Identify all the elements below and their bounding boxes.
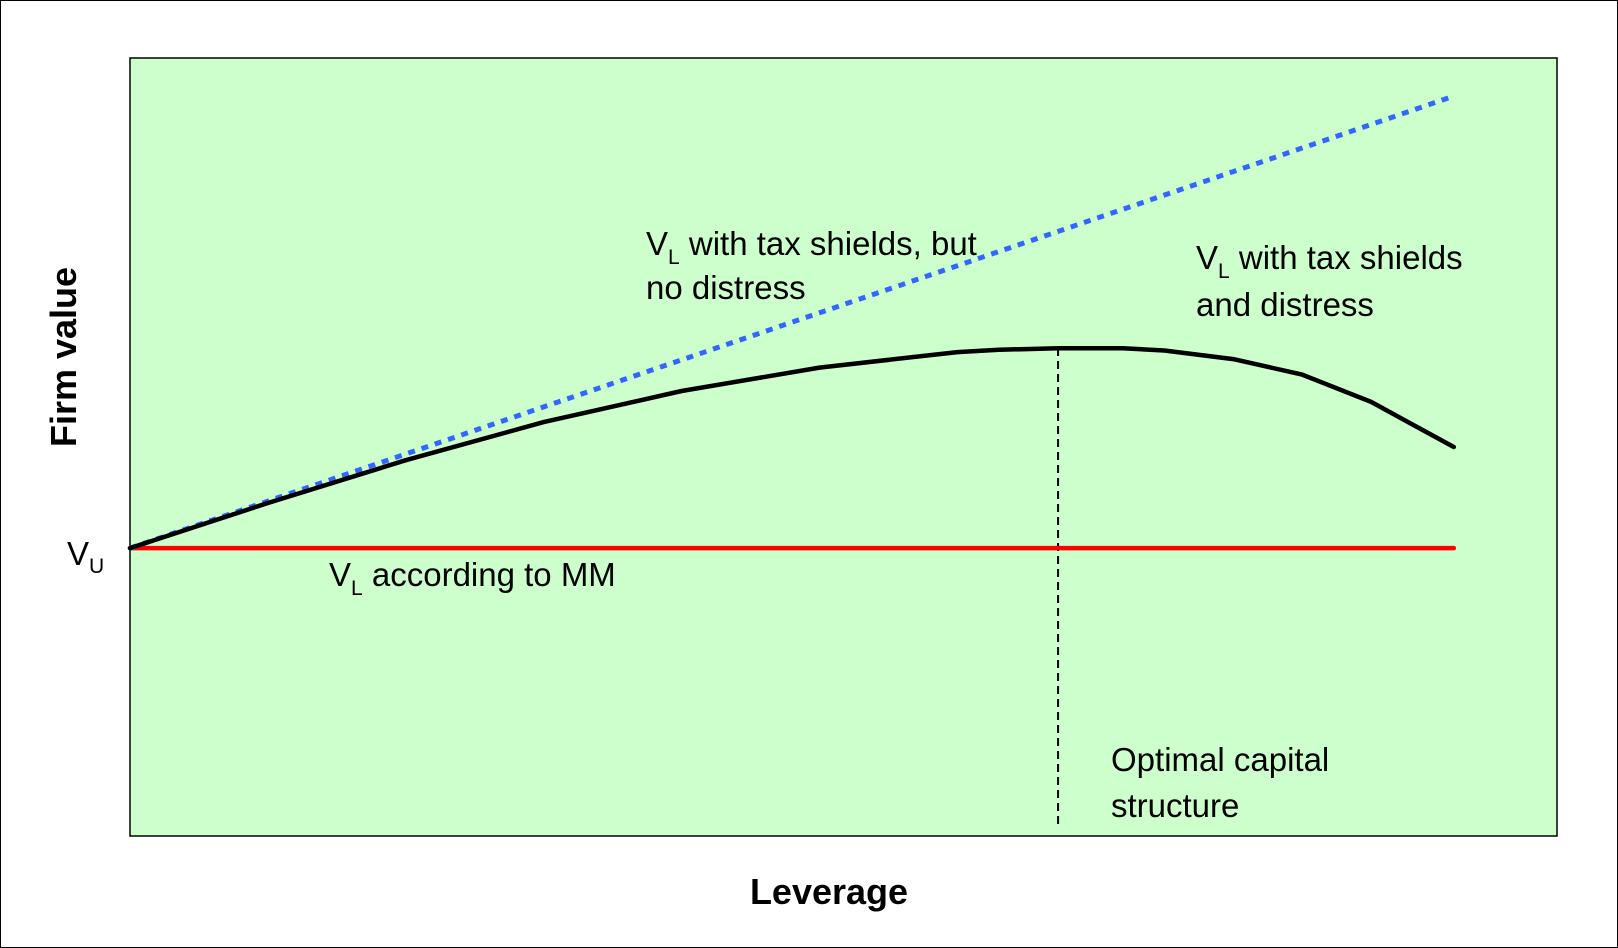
annotation-optimal-line1: Optimal capital — [1111, 741, 1329, 778]
annotation-distress-line1: VL with tax shields — [1196, 239, 1463, 283]
annotation-mm-sub: L — [351, 577, 363, 600]
y-axis-title: Firm value — [43, 267, 84, 447]
x-axis-title: Leverage — [750, 871, 908, 912]
plot-area — [129, 57, 1558, 837]
y-tick-vu-sub: U — [89, 555, 104, 578]
series-layer — [127, 93, 1457, 828]
annotation-optimal-line2: structure — [1111, 787, 1239, 824]
annotation-distress-line2: and distress — [1196, 286, 1374, 323]
annotation-mm: VL according to MM — [329, 556, 616, 600]
annotation-tax-main: V — [646, 225, 668, 262]
annotation-distress-sub: L — [1218, 260, 1230, 283]
annotation-tax-text: with tax shields, but — [680, 225, 977, 262]
annotation-mm-main: V — [329, 556, 351, 593]
y-tick-vu: VU — [67, 535, 104, 578]
series-line-tax_shields — [129, 93, 1455, 551]
annotation-tax-line2: no distress — [646, 269, 806, 306]
annotation-distress-text: with tax shields — [1230, 239, 1463, 276]
y-tick-vu-main: V — [67, 535, 89, 572]
annotation-distress-main: V — [1196, 239, 1218, 276]
series-line-distress — [127, 345, 1457, 551]
annotation-mm-text: according to MM — [363, 556, 616, 593]
annotation-tax-sub: L — [668, 246, 680, 269]
annotation-tax-line1: VL with tax shields, but — [646, 225, 977, 269]
